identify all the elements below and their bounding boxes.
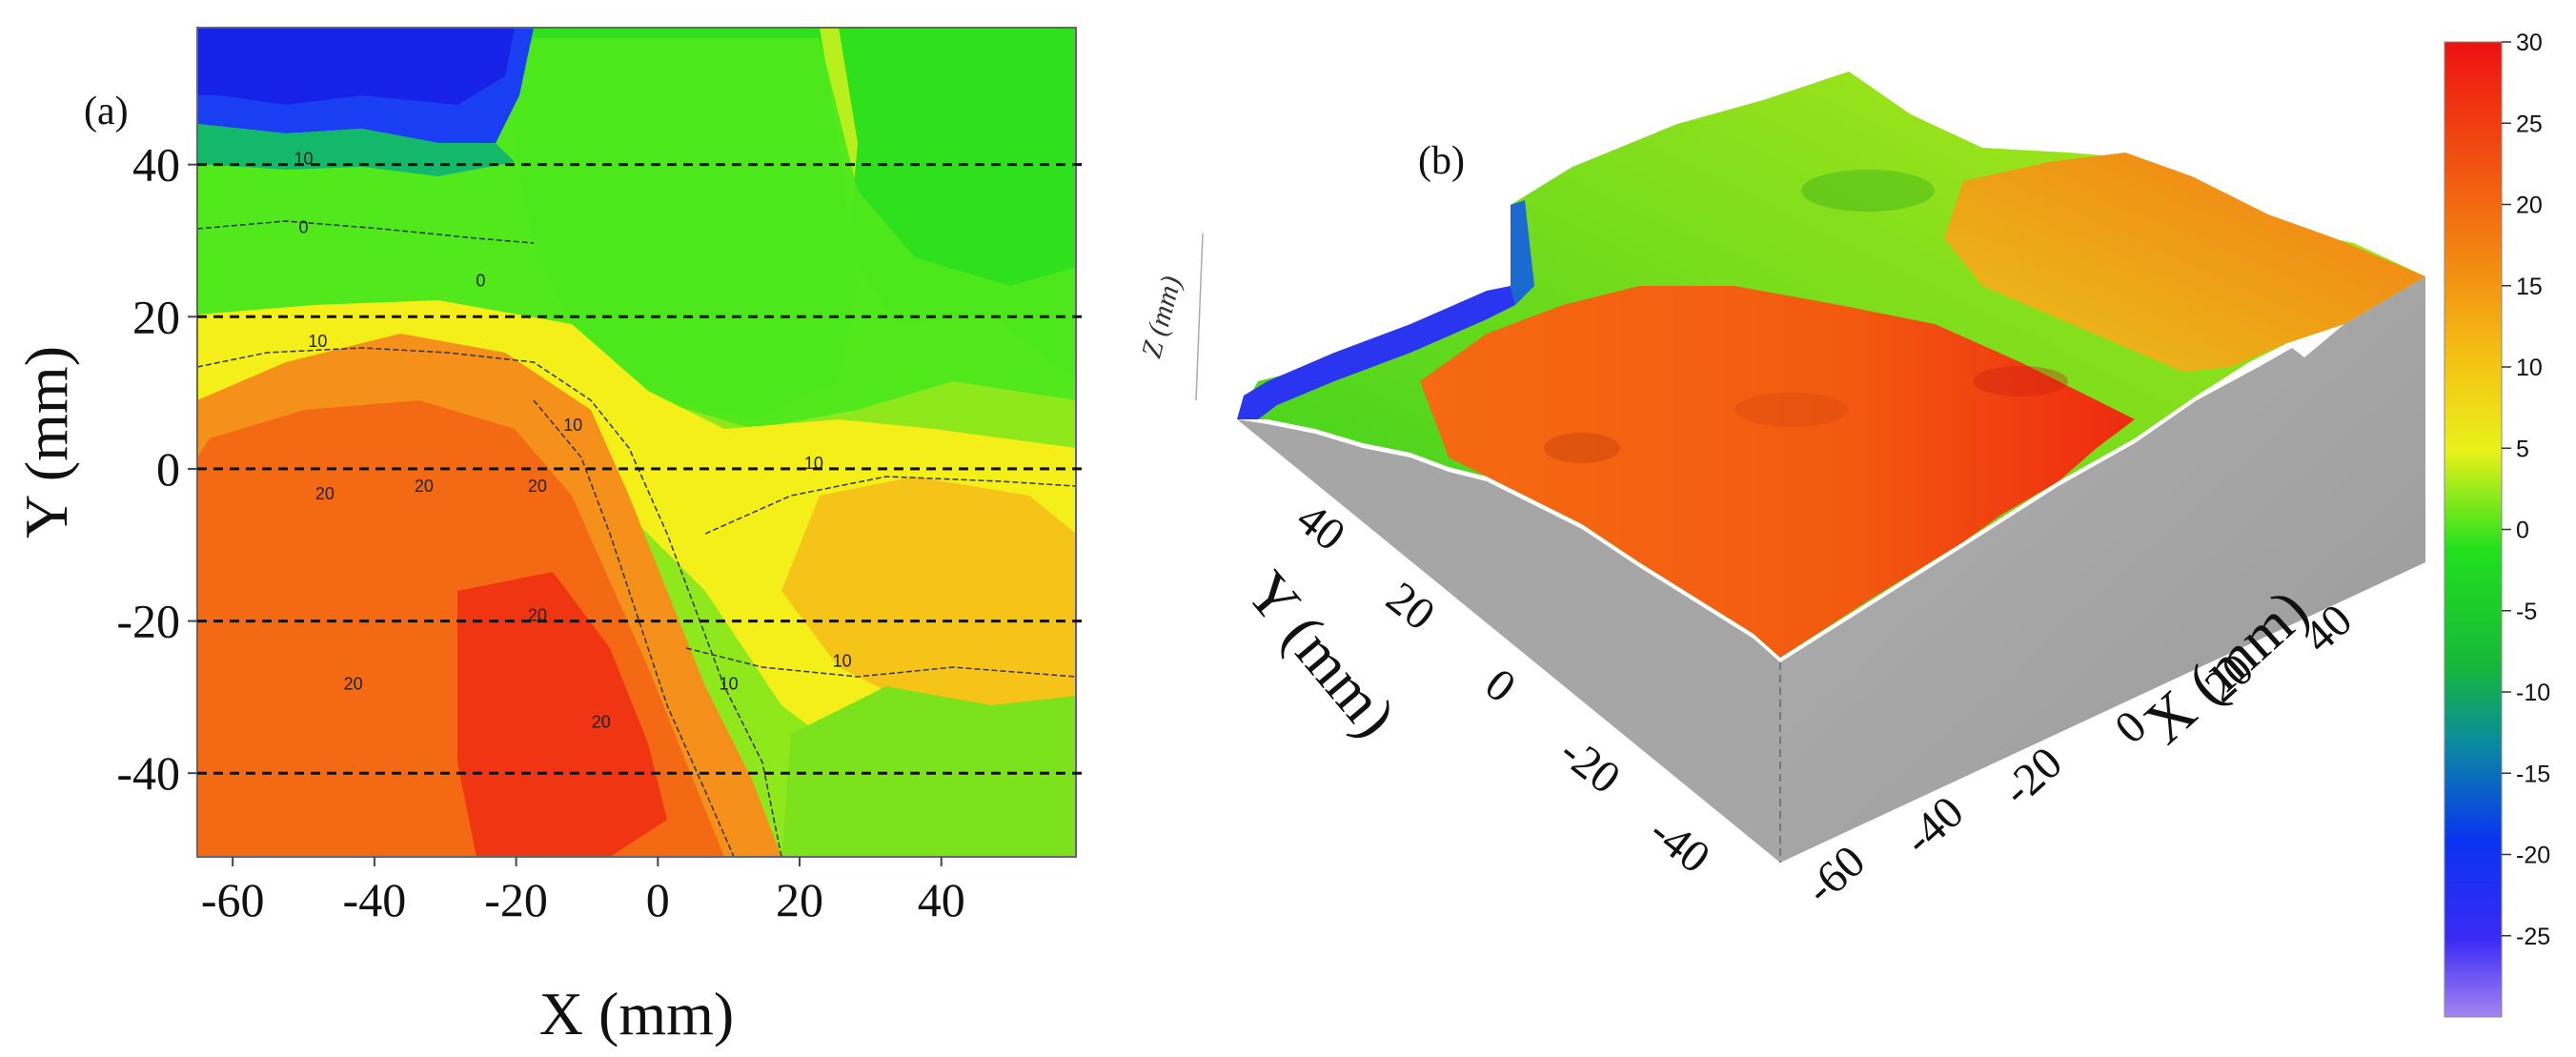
y-axis-label-a: Y (mm): [12, 346, 80, 539]
surface-hill-back: [1944, 152, 2425, 372]
colorbar-tick-label: -25: [2516, 924, 2550, 950]
contour-line-10c: [685, 647, 1076, 678]
surface-hill-front: [1420, 286, 2135, 658]
panel-label-b: (b): [1418, 139, 1465, 183]
x-tick-label: -20: [484, 873, 548, 926]
y-ticks-a: -40 -20 0 20 40: [116, 138, 197, 800]
y3d-tick-label: -20: [1551, 726, 1630, 803]
x-tick-label: 20: [776, 873, 823, 926]
colorbar-tick-label: 30: [2516, 30, 2543, 56]
contour-label: 20: [592, 712, 611, 731]
colorbar-tick-label: 0: [2516, 518, 2529, 544]
y-tick-label: 40: [132, 138, 180, 192]
x-tick-label: 0: [646, 873, 670, 926]
x-tick-label: -40: [343, 873, 407, 926]
colorbar-tick-label: -20: [2516, 843, 2550, 869]
y-tick-label: 0: [156, 442, 180, 496]
contour-label: 10: [563, 416, 582, 435]
contour-label: 10: [720, 674, 739, 693]
x-tick-label: 40: [918, 873, 965, 926]
colorbar-tick-label: 15: [2516, 274, 2543, 300]
y-tick-label: -20: [116, 595, 180, 648]
y-tick-label: 20: [132, 290, 180, 343]
colorbar-tick-label: 25: [2516, 111, 2543, 137]
contour-label: 20: [415, 477, 434, 496]
surface-blue-step: [1511, 200, 1534, 305]
x-tick-label: -60: [201, 873, 265, 926]
y3d-tick-label: -40: [1640, 806, 1719, 884]
surface-shade-1: [1544, 433, 1620, 463]
panel-label-a: (a): [84, 90, 129, 133]
contour-line-10: [197, 347, 782, 857]
contour-fill-green-lowerright: [781, 686, 1076, 857]
contour-label: 20: [315, 484, 335, 503]
x-ticks-a: -60 -40 -20 0 20 40: [201, 857, 965, 926]
y-tick-label: -40: [116, 746, 180, 800]
contour-labels: 10 0 0 10 10 20 20 20 10 20 20 10 10 20: [294, 150, 852, 732]
contour-label: 10: [308, 332, 327, 351]
contour-fill-red: [457, 572, 667, 857]
contour-fill-teal: [197, 124, 515, 176]
contour-label: 10: [294, 150, 314, 169]
contour-line-0: [197, 220, 535, 244]
surface-wall-right: [1780, 276, 2425, 863]
plot-frame-a: [196, 27, 1077, 858]
colorbar-tick-label: -5: [2516, 599, 2537, 625]
surface-shade-2: [1734, 393, 1849, 427]
colorbar-ramp: [2444, 41, 2503, 1018]
contour-label: 10: [833, 651, 852, 670]
contour-line-10b: [704, 476, 1076, 535]
contour-label: 0: [299, 218, 309, 237]
y3d-tick-label: 20: [1377, 572, 1444, 640]
contour-label: 0: [476, 271, 485, 290]
surface-shade-4: [1801, 170, 1935, 212]
contour-label: 10: [804, 454, 823, 473]
contour-label: 20: [528, 606, 547, 625]
y3d-tick-label: 0: [1475, 659, 1525, 713]
y-axis-label-3d: Y (mm): [1233, 559, 1409, 749]
z-axis-line-3d: [1195, 233, 1204, 401]
surface-wall-left: [1237, 419, 1780, 863]
z-axis-label-3d: Z (mm): [1136, 273, 1188, 361]
contour-fill-darkblue: [197, 28, 515, 105]
colorbar: 30 25 20 15 10 5 0 -5 -10 -15 -20 -25: [2444, 30, 2550, 1018]
dashed-lines: [197, 163, 1085, 775]
colorbar-tick-label: -10: [2516, 680, 2550, 706]
surface-blue-trough: [1237, 286, 1515, 419]
colorbar-tick-label: 5: [2516, 436, 2529, 462]
contour-label: 20: [528, 477, 547, 496]
x-axis-label-a: X (mm): [539, 980, 734, 1047]
contour-line-20: [533, 399, 735, 857]
contour-fill-lightorange: [781, 477, 1076, 743]
colorbar-ticks: 30 25 20 15 10 5 0 -5 -10 -15 -20 -25: [2502, 30, 2550, 950]
colorbar-tick-label: 10: [2516, 355, 2543, 381]
colorbar-tick-label: 20: [2516, 193, 2543, 219]
surface-shade-3: [1973, 366, 2068, 396]
contour-map-panel: 10 0 0 10 10 20 20 20 10 20 20 10 10 20 -60 -40 -20 0 20 4…: [12, 27, 1085, 1047]
contour-label: 20: [344, 674, 363, 693]
colorbar-tick-label: -15: [2516, 761, 2550, 787]
